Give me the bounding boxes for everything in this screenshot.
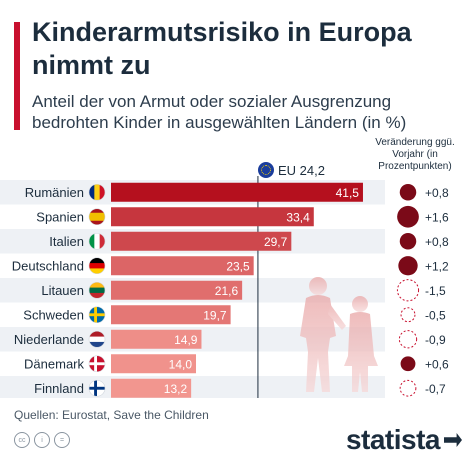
change-marker-negative [398,330,418,349]
source-note: Quellen: Eurostat, Save the Children [14,408,209,422]
eu-reference-text: EU 24,2 [278,162,325,178]
category-label: Rumänien [25,185,84,200]
title-accent-bar [14,22,20,130]
category-label: Finnland [34,381,84,396]
change-column-header: Veränderung ggü. Vorjahr (in Prozentpunk… [375,137,455,172]
eu-reference-label: EU 24,2 [258,162,325,178]
change-marker-negative [399,379,417,397]
change-marker-positive [399,183,417,201]
bar-chart: Rumänien 41,5 +0,8 Spanien 33,4 +1,6 Italien 29… [0,176,449,398]
flag-finland-icon [88,379,106,397]
bar [111,231,292,251]
category-label: Deutschland [12,258,84,273]
chart-subtitle: Anteil der von Armut oder sozialer Ausgr… [32,92,407,132]
category-label: Schweden [23,307,84,322]
category-label: Italien [49,234,84,249]
bar [111,329,202,349]
bar-value-label: 29,7 [264,235,288,249]
bar [111,207,314,227]
bar [111,256,254,276]
bar [111,182,363,202]
change-marker-positive [397,205,419,228]
license-icons[interactable]: cc i = [14,432,70,448]
bar-value-label: 33,4 [286,210,310,224]
bar-value-label: 13,2 [164,382,188,396]
flag-romania-icon [88,183,106,201]
eu-flag-icon [258,162,274,178]
flag-germany-icon [88,257,106,275]
bar [111,280,243,300]
category-label: Spanien [36,209,84,224]
statista-logo-text: statista [345,424,441,455]
change-value-label: +1,2 [425,259,449,273]
bar [111,354,196,374]
change-value-label: -1,5 [425,284,446,298]
flag-netherlands-icon [88,330,106,348]
statista-logo[interactable]: statista [346,424,462,456]
statista-arrow-icon [444,433,462,447]
change-marker-positive [400,356,416,372]
flag-italy-icon [88,232,106,250]
flag-lithuania-icon [88,281,106,299]
bar-value-label: 19,7 [203,308,227,322]
bar [111,305,231,325]
change-marker-positive [399,232,417,250]
bar-value-label: 14,9 [174,333,198,347]
category-label: Litauen [41,283,84,298]
flag-denmark-icon [88,355,106,373]
flag-spain-icon [88,208,106,226]
flag-sweden-icon [88,306,106,324]
change-value-label: -0,7 [425,382,446,396]
change-value-label: +0,8 [425,186,449,200]
cc-license-icon[interactable]: cc [14,432,30,448]
children-silhouette-illustration [300,277,378,392]
bar-value-label: 14,0 [169,357,193,371]
chart-title: Kinderarmutsrisiko in Europa nimmt zu [32,17,412,80]
change-value-label: -0,9 [425,333,446,347]
change-value-label: +0,6 [425,357,449,371]
change-marker-positive [398,256,418,276]
category-label: Niederlande [14,332,84,347]
category-label: Dänemark [24,356,84,371]
change-marker-negative [400,307,416,323]
change-value-label: -0,5 [425,308,446,322]
change-marker-negative [396,279,420,302]
bar-value-label: 41,5 [336,186,360,200]
bar-value-label: 23,5 [226,259,250,273]
bar [111,378,192,398]
attribution-icon[interactable]: i [34,432,50,448]
no-derivatives-icon[interactable]: = [54,432,70,448]
change-value-label: +0,8 [425,235,449,249]
bar-value-label: 21,6 [215,284,239,298]
change-value-label: +1,6 [425,210,449,224]
